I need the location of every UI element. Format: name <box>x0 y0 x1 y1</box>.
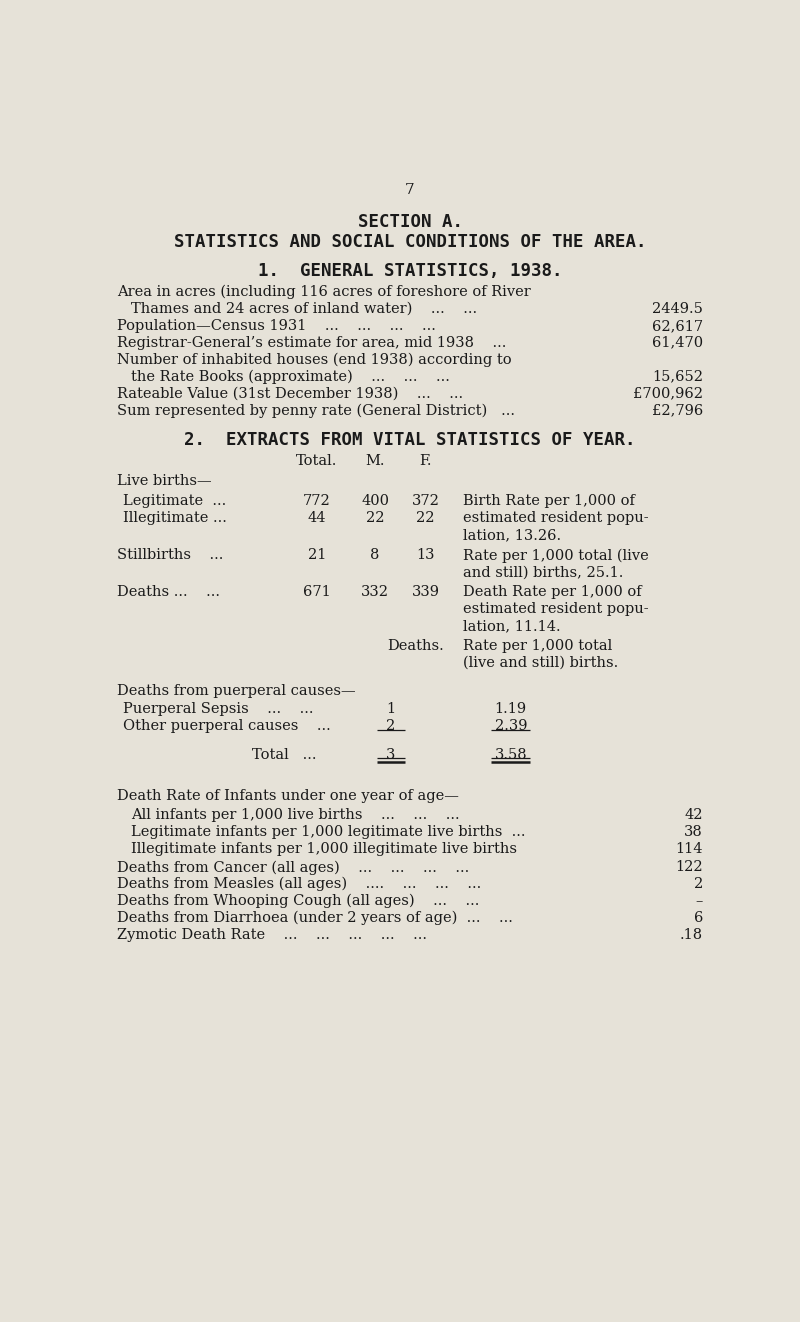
Text: Deaths from Whooping Cough (all ages)    ...    ...: Deaths from Whooping Cough (all ages) ..… <box>117 894 479 908</box>
Text: 372: 372 <box>411 494 439 509</box>
Text: Area in acres (including 116 acres of foreshore of River: Area in acres (including 116 acres of fo… <box>117 286 531 299</box>
Text: Deaths from puerperal causes—: Deaths from puerperal causes— <box>117 683 356 698</box>
Text: Death Rate of Infants under one year of age—: Death Rate of Infants under one year of … <box>117 789 459 804</box>
Text: 122: 122 <box>675 861 703 874</box>
Text: Rateable Value (31st December 1938)    ...    ...: Rateable Value (31st December 1938) ... … <box>117 386 463 401</box>
Text: Deaths from Diarrhoea (under 2 years of age)  ...    ...: Deaths from Diarrhoea (under 2 years of … <box>117 911 513 925</box>
Text: Thames and 24 acres of inland water)    ...    ...: Thames and 24 acres of inland water) ...… <box>131 301 477 316</box>
Text: 3: 3 <box>386 748 395 763</box>
Text: Death Rate per 1,000 of: Death Rate per 1,000 of <box>462 586 642 599</box>
Text: 6: 6 <box>694 911 703 925</box>
Text: £700,962: £700,962 <box>633 386 703 401</box>
Text: Birth Rate per 1,000 of: Birth Rate per 1,000 of <box>462 494 634 509</box>
Text: Legitimate infants per 1,000 legitimate live births  ...: Legitimate infants per 1,000 legitimate … <box>131 825 526 838</box>
Text: 22: 22 <box>366 512 384 525</box>
Text: Deaths ...    ...: Deaths ... ... <box>117 586 220 599</box>
Text: Other puerperal causes    ...: Other puerperal causes ... <box>123 719 331 734</box>
Text: Rate per 1,000 total: Rate per 1,000 total <box>462 639 612 653</box>
Text: 42: 42 <box>685 808 703 822</box>
Text: 62,617: 62,617 <box>652 319 703 333</box>
Text: (live and still) births.: (live and still) births. <box>462 656 618 670</box>
Text: 1: 1 <box>386 702 395 717</box>
Text: All infants per 1,000 live births    ...    ...    ...: All infants per 1,000 live births ... ..… <box>131 808 460 822</box>
Text: Rate per 1,000 total (live: Rate per 1,000 total (live <box>462 549 649 563</box>
Text: 2: 2 <box>386 719 395 734</box>
Text: 114: 114 <box>675 842 703 855</box>
Text: F.: F. <box>419 455 432 468</box>
Text: 3.58: 3.58 <box>494 748 527 763</box>
Text: £2,796: £2,796 <box>652 403 703 418</box>
Text: 2.  EXTRACTS FROM VITAL STATISTICS OF YEAR.: 2. EXTRACTS FROM VITAL STATISTICS OF YEA… <box>184 431 636 449</box>
Text: estimated resident popu-: estimated resident popu- <box>462 512 648 525</box>
Text: 38: 38 <box>684 825 703 838</box>
Text: Registrar-General’s estimate for area, mid 1938    ...: Registrar-General’s estimate for area, m… <box>117 336 506 350</box>
Text: Sum represented by penny rate (General District)   ...: Sum represented by penny rate (General D… <box>117 403 515 418</box>
Text: 8: 8 <box>370 549 380 562</box>
Text: Number of inhabited houses (end 1938) according to: Number of inhabited houses (end 1938) ac… <box>117 353 512 368</box>
Text: estimated resident popu-: estimated resident popu- <box>462 602 648 616</box>
Text: 61,470: 61,470 <box>652 336 703 350</box>
Text: 13: 13 <box>416 549 434 562</box>
Text: –: – <box>695 894 703 908</box>
Text: 7: 7 <box>405 184 415 197</box>
Text: Deaths from Measles (all ages)    ....    ...    ...    ...: Deaths from Measles (all ages) .... ... … <box>117 876 482 891</box>
Text: Puerperal Sepsis    ...    ...: Puerperal Sepsis ... ... <box>123 702 314 717</box>
Text: Total   ...: Total ... <box>253 748 317 763</box>
Text: Illegitimate ...: Illegitimate ... <box>123 512 227 525</box>
Text: 671: 671 <box>303 586 331 599</box>
Text: lation, 11.14.: lation, 11.14. <box>462 619 560 633</box>
Text: 339: 339 <box>411 586 439 599</box>
Text: 400: 400 <box>361 494 389 509</box>
Text: lation, 13.26.: lation, 13.26. <box>462 529 561 542</box>
Text: 21: 21 <box>308 549 326 562</box>
Text: Live births—: Live births— <box>117 475 212 488</box>
Text: 1.  GENERAL STATISTICS, 1938.: 1. GENERAL STATISTICS, 1938. <box>258 262 562 280</box>
Text: .18: .18 <box>680 928 703 941</box>
Text: 15,652: 15,652 <box>652 370 703 383</box>
Text: 22: 22 <box>416 512 434 525</box>
Text: SECTION A.: SECTION A. <box>358 213 462 230</box>
Text: Zymotic Death Rate    ...    ...    ...    ...    ...: Zymotic Death Rate ... ... ... ... ... <box>117 928 427 941</box>
Text: 2449.5: 2449.5 <box>652 301 703 316</box>
Text: Population—Census 1931    ...    ...    ...    ...: Population—Census 1931 ... ... ... ... <box>117 319 436 333</box>
Text: Illegitimate infants per 1,000 illegitimate live births: Illegitimate infants per 1,000 illegitim… <box>131 842 517 855</box>
Text: 332: 332 <box>361 586 389 599</box>
Text: 2.39: 2.39 <box>494 719 527 734</box>
Text: 2: 2 <box>694 876 703 891</box>
Text: Stillbirths    ...: Stillbirths ... <box>117 549 223 562</box>
Text: Deaths from Cancer (all ages)    ...    ...    ...    ...: Deaths from Cancer (all ages) ... ... ..… <box>117 861 470 874</box>
Text: Legitimate  ...: Legitimate ... <box>123 494 226 509</box>
Text: M.: M. <box>366 455 385 468</box>
Text: and still) births, 25.1.: and still) births, 25.1. <box>462 566 623 579</box>
Text: the Rate Books (approximate)    ...    ...    ...: the Rate Books (approximate) ... ... ... <box>131 370 450 383</box>
Text: 1.19: 1.19 <box>494 702 527 717</box>
Text: STATISTICS AND SOCIAL CONDITIONS OF THE AREA.: STATISTICS AND SOCIAL CONDITIONS OF THE … <box>174 233 646 251</box>
Text: Deaths.: Deaths. <box>386 639 443 653</box>
Text: 44: 44 <box>308 512 326 525</box>
Text: 772: 772 <box>303 494 331 509</box>
Text: Total.: Total. <box>296 455 338 468</box>
